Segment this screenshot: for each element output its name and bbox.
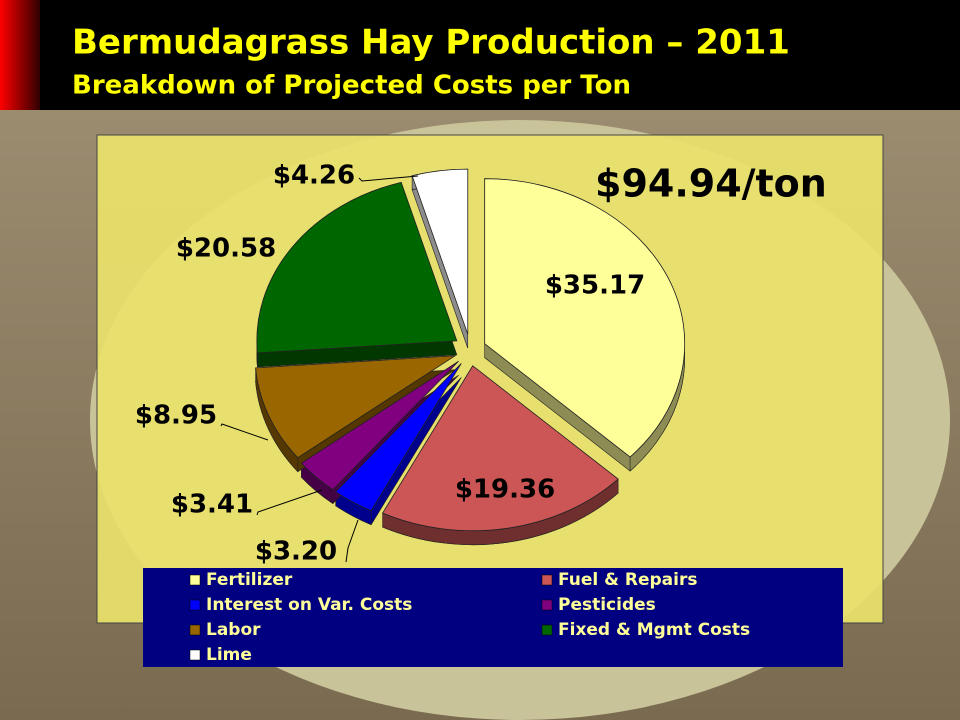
legend-label: Lime xyxy=(206,645,252,665)
legend-swatch xyxy=(189,599,201,611)
total-annotation: $94.94/ton xyxy=(595,162,827,206)
pie-slice xyxy=(300,360,459,491)
data-label: $8.95 xyxy=(135,401,217,431)
leader-line xyxy=(220,423,269,441)
leader-line xyxy=(256,489,323,516)
subtitle: Breakdown of Projected Costs per Ton xyxy=(72,71,631,101)
pie-slice xyxy=(335,363,462,512)
legend-label: Fixed & Mgmt Costs xyxy=(558,620,750,640)
legend-swatch xyxy=(189,649,201,661)
data-label: $35.17 xyxy=(545,271,645,301)
pie-slice xyxy=(411,168,469,335)
legend-label: Fertilizer xyxy=(206,570,293,590)
legend xyxy=(143,568,843,667)
title: Bermudagrass Hay Production – 2011 xyxy=(72,23,790,63)
data-label: $4.26 xyxy=(273,161,355,191)
data-label: $19.36 xyxy=(455,475,555,505)
legend-swatch xyxy=(541,599,553,611)
leader-line xyxy=(358,175,419,182)
legend-label: Labor xyxy=(206,620,261,640)
legend-swatch xyxy=(541,624,553,636)
data-label: $3.20 xyxy=(255,537,337,567)
header-accent xyxy=(0,0,40,110)
pie-slice xyxy=(484,178,686,458)
pie-slice xyxy=(256,181,458,354)
pie-slice xyxy=(382,365,619,532)
legend-swatch xyxy=(189,574,201,586)
data-label: $3.41 xyxy=(171,490,253,520)
legend-swatch xyxy=(541,574,553,586)
header xyxy=(0,0,960,110)
legend-label: Fuel & Repairs xyxy=(558,570,697,590)
pie-slice xyxy=(255,355,457,459)
data-label: $20.58 xyxy=(176,234,276,264)
leader-line xyxy=(345,519,359,563)
legend-label: Interest on Var. Costs xyxy=(206,595,412,615)
legend-swatch xyxy=(189,624,201,636)
legend-label: Pesticides xyxy=(558,595,656,615)
